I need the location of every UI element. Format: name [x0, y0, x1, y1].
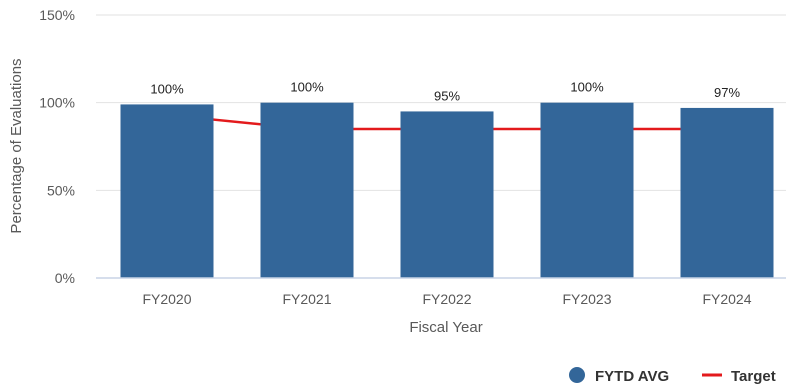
bar-series-fytd-avg [120, 102, 774, 279]
y-tick-label: 50% [47, 182, 75, 198]
x-axis-title: Fiscal Year [409, 319, 482, 336]
legend-item-fytd-avg[interactable]: FYTD AVG [569, 367, 669, 385]
data-label-fy2020: 100% [150, 81, 184, 96]
data-label-fy2021: 100% [290, 80, 324, 95]
legend[interactable]: FYTD AVG Target [569, 367, 776, 385]
bar-fy2020[interactable] [120, 104, 214, 278]
legend-item-target[interactable]: Target [702, 368, 776, 385]
y-tick-label: 150% [39, 7, 75, 23]
axes: 0% 50% 100% 150% FY2020 FY2021 FY2022 FY2023 FY2… [39, 7, 786, 307]
x-tick-label: FY2021 [282, 291, 331, 307]
bar-fy2022[interactable] [400, 111, 494, 278]
x-tick-label: FY2024 [702, 291, 751, 307]
legend-label-target: Target [731, 368, 776, 385]
legend-marker-fytd-avg [569, 367, 585, 383]
x-tick-label: FY2023 [562, 291, 611, 307]
data-labels: 100% 100% 95% 100% 97% [150, 80, 740, 104]
data-label-fy2024: 97% [714, 85, 740, 100]
x-tick-label: FY2022 [422, 291, 471, 307]
y-tick-label: 0% [55, 270, 75, 286]
y-axis-title: Percentage of Evaluations [8, 58, 25, 233]
x-tick-label: FY2020 [142, 291, 191, 307]
data-label-fy2023: 100% [570, 80, 604, 95]
bar-fy2023[interactable] [540, 102, 634, 279]
bar-fy2024[interactable] [680, 107, 774, 278]
bar-fy2021[interactable] [260, 102, 354, 279]
data-label-fy2022: 95% [434, 88, 460, 103]
legend-label-fytd-avg: FYTD AVG [595, 368, 669, 385]
y-tick-label: 100% [39, 95, 75, 111]
